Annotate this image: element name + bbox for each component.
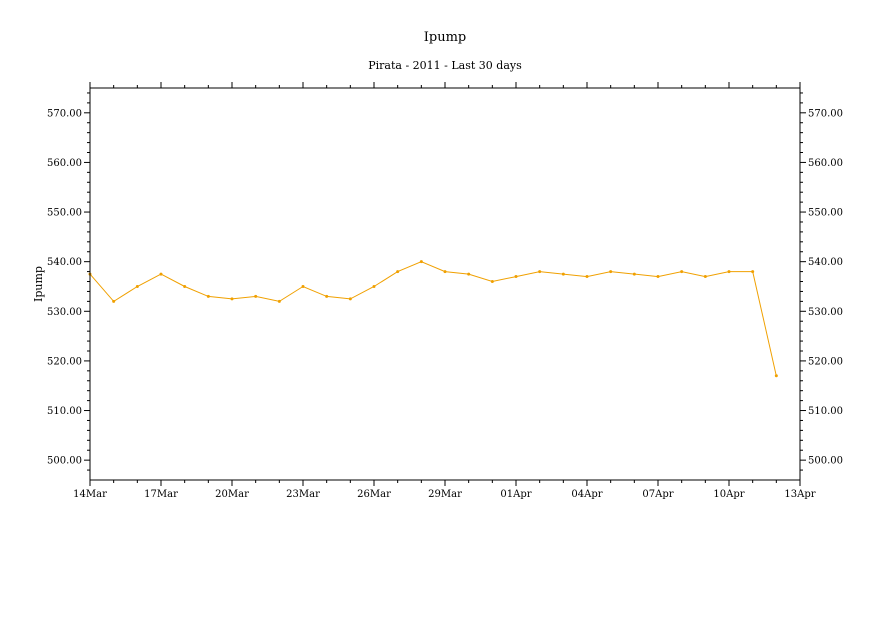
data-point — [325, 294, 329, 298]
y-tick-label-left: 530.00 — [47, 307, 82, 318]
data-point — [727, 270, 731, 274]
data-point — [656, 275, 660, 279]
data-point — [183, 284, 187, 288]
x-tick-label: 29Mar — [428, 489, 462, 500]
data-point — [301, 284, 305, 288]
data-point — [561, 272, 565, 276]
data-point — [751, 270, 755, 274]
y-tick-label-left: 570.00 — [47, 108, 82, 119]
data-point — [396, 270, 400, 274]
y-tick-label-right: 520.00 — [808, 356, 843, 367]
y-tick-label-right: 530.00 — [808, 307, 843, 318]
data-point — [419, 260, 423, 264]
y-tick-label-right: 550.00 — [808, 208, 843, 219]
chart-subtitle: Pirata - 2011 - Last 30 days — [368, 59, 522, 72]
x-tick-label: 07Apr — [642, 489, 673, 500]
axis-ticks: 500.00 500.00 510.00 510.00 520.00 520.00 530.… — [47, 82, 843, 500]
x-tick-label: 26Mar — [357, 489, 391, 500]
y-tick-label-left: 520.00 — [47, 356, 82, 367]
data-point — [348, 297, 352, 301]
y-axis-label: Ipump — [32, 266, 45, 302]
data-point — [703, 275, 707, 279]
data-point — [372, 284, 376, 288]
data-point — [632, 272, 636, 276]
x-tick-label: 13Apr — [784, 489, 815, 500]
x-tick-label: 14Mar — [73, 489, 107, 500]
x-tick-label: 01Apr — [500, 489, 531, 500]
data-point — [538, 270, 542, 274]
y-tick-label-left: 560.00 — [47, 158, 82, 169]
y-tick-label-right: 560.00 — [808, 158, 843, 169]
y-tick-label-right: 540.00 — [808, 257, 843, 268]
x-tick-label: 04Apr — [571, 489, 602, 500]
data-point — [585, 275, 589, 279]
x-tick-label: 10Apr — [713, 489, 744, 500]
x-tick-label: 23Mar — [286, 489, 320, 500]
data-point — [443, 270, 447, 274]
x-tick-label: 17Mar — [144, 489, 178, 500]
data-point — [680, 270, 684, 274]
y-tick-label-right: 510.00 — [808, 406, 843, 417]
data-point — [467, 272, 471, 276]
data-point — [230, 297, 234, 301]
data-point — [609, 270, 613, 274]
series-line — [89, 261, 777, 376]
y-tick-label-right: 570.00 — [808, 108, 843, 119]
data-point — [277, 299, 281, 303]
data-point — [112, 299, 116, 303]
data-point — [774, 374, 778, 378]
data-point — [490, 280, 494, 284]
data-point — [206, 294, 210, 298]
y-tick-label-right: 500.00 — [808, 456, 843, 467]
x-tick-label: 20Mar — [215, 489, 249, 500]
chart-title: Ipump — [424, 30, 466, 45]
data-point — [135, 284, 139, 288]
data-point — [514, 275, 518, 279]
data-point — [159, 272, 163, 276]
y-tick-label-left: 510.00 — [47, 406, 82, 417]
data-series — [88, 260, 778, 378]
y-tick-label-left: 500.00 — [47, 456, 82, 467]
plot-frame — [89, 87, 801, 481]
data-point — [254, 294, 258, 298]
y-tick-label-left: 540.00 — [47, 257, 82, 268]
y-tick-label-left: 550.00 — [47, 208, 82, 219]
